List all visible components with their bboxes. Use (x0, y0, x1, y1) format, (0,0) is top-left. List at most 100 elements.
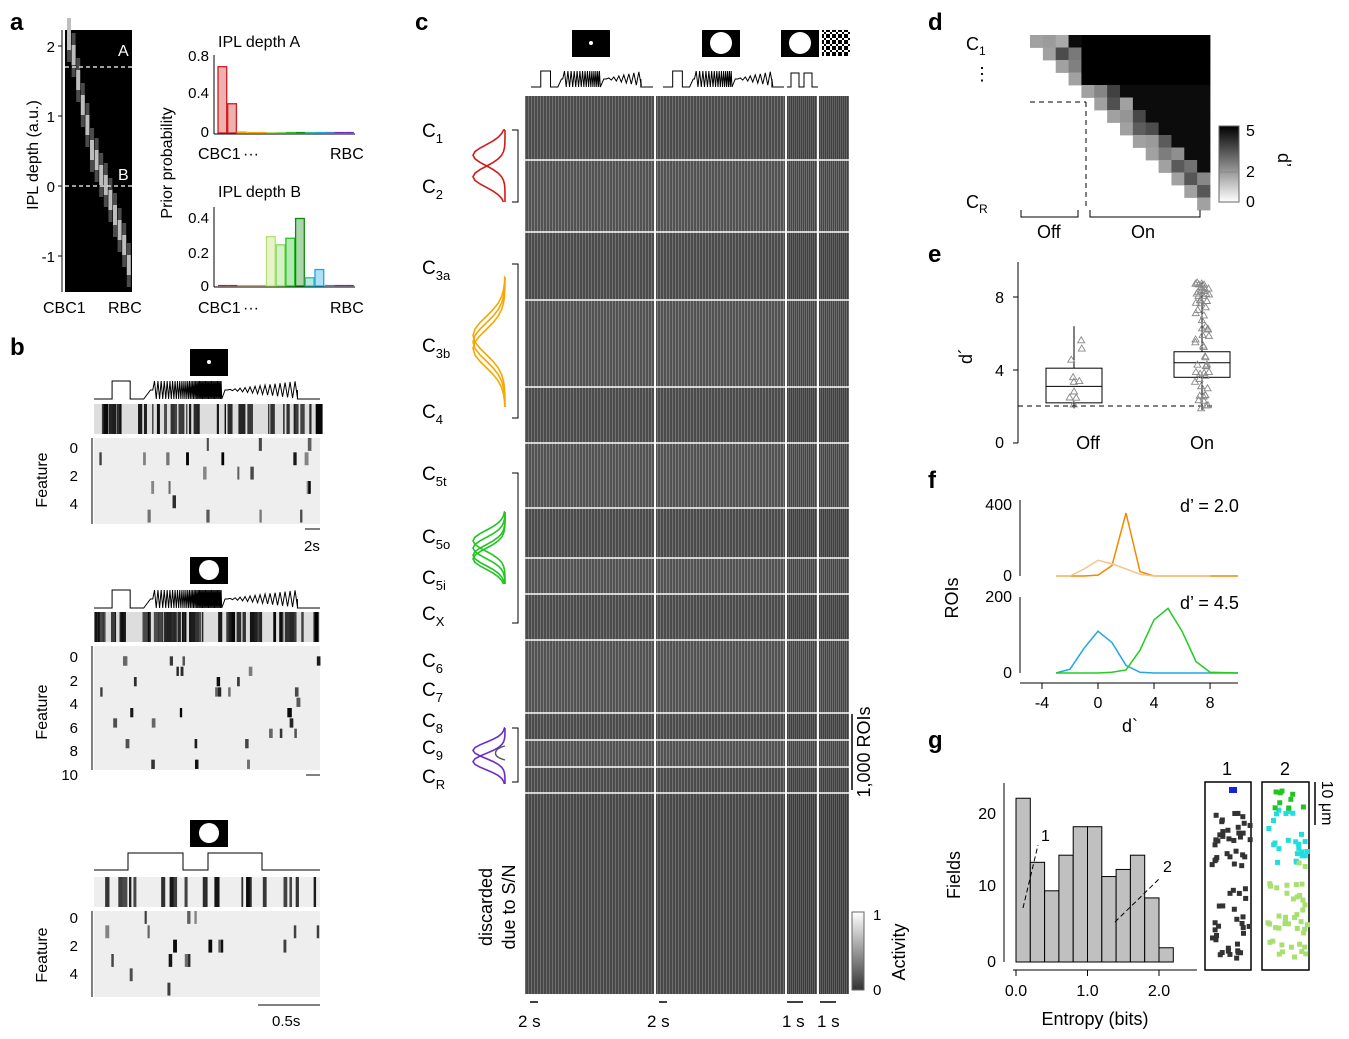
projection-bar (253, 612, 258, 642)
feature-mark (237, 677, 240, 687)
e-boxplots (1045, 278, 1231, 412)
cluster-block (525, 160, 849, 232)
ipl-heatmap-bands (67, 18, 131, 287)
feature-mark (306, 481, 309, 494)
roi-patch (1227, 951, 1233, 957)
panel-g: g Fields 20 10 0 0.0 1.0 2.0 Entropy (bits… (928, 727, 1335, 1029)
dprime-cell (1081, 47, 1095, 61)
roi-patch (1299, 881, 1305, 887)
roi-patch (1234, 916, 1240, 922)
dprime-cell (1184, 172, 1198, 186)
roi-patch (1303, 951, 1309, 957)
roi-patch (1276, 951, 1282, 957)
dprime-cell (1120, 97, 1134, 111)
panel-label-g: g (928, 727, 943, 754)
point-marker (1069, 387, 1079, 395)
time-scale-c-3: 1 s (782, 1012, 805, 1031)
box (1045, 367, 1103, 404)
d-dots: ⋮ (973, 64, 991, 84)
chirp-trace-c1 (531, 70, 653, 88)
point-marker (1203, 324, 1213, 332)
depth-curve (472, 727, 506, 785)
dprime-cell (1171, 35, 1185, 48)
cluster-bracket (512, 263, 519, 419)
roi-patch (1302, 926, 1308, 932)
dprime-cell (1145, 135, 1159, 148)
roi-patch (1271, 818, 1277, 824)
projection-bar (247, 404, 251, 434)
roi-patch (1276, 925, 1282, 931)
point-marker (1198, 330, 1207, 338)
dprime-cell (1145, 60, 1159, 73)
roi-patch (1242, 886, 1248, 892)
dprime-cell (1094, 97, 1108, 111)
dprime-cell (1107, 35, 1121, 48)
dprime-cell (1107, 60, 1121, 73)
roi-patch (1298, 919, 1304, 925)
step-trace-c3 (787, 72, 818, 88)
feature-mark (237, 466, 240, 480)
feature-heatmap-3 (94, 911, 320, 997)
feature-mark (194, 739, 198, 749)
projection-bar (120, 612, 124, 642)
point-marker (1075, 376, 1084, 385)
feature-mark (125, 739, 130, 749)
panel-d: d C1 ⋮ CR Off On 5 2 0 d’ (928, 9, 1294, 242)
dprime-cell (1197, 85, 1211, 98)
dprime-cell (1171, 60, 1185, 73)
dprime-cell (1158, 97, 1172, 111)
projection-bar (110, 612, 116, 642)
dprime-cell (1081, 60, 1095, 73)
chirp-stimulus-trace-1 (94, 380, 320, 400)
point-marker (1193, 360, 1202, 368)
roi-patch (1294, 851, 1300, 857)
g-scale-label: 10 μm (1318, 781, 1335, 826)
panel-b: b Feature 0 2 4 2s Feature 0 2 4 6 8 10 (10, 334, 323, 1030)
prior-bar (236, 131, 247, 134)
feature-2-tick-8: 8 (70, 743, 78, 760)
feature-mark (180, 666, 184, 676)
point-marker (1192, 278, 1202, 286)
f-xtick-label: 4 (1150, 695, 1159, 712)
feature-mark (316, 656, 321, 666)
histogram-bar (1115, 868, 1131, 963)
f-xtick-label: 0 (1094, 695, 1103, 712)
rois-scale-label: 1,000 ROIs (854, 706, 874, 797)
roi-patch (1279, 942, 1285, 948)
g-ylabel: Fields (944, 851, 964, 899)
projection-bar (174, 404, 178, 434)
prior-b-xdots: ··· (243, 300, 259, 317)
roi-patch (1220, 833, 1226, 839)
panel-label-d: d (928, 9, 943, 36)
projection-bar (287, 612, 291, 642)
feature-mark (287, 708, 291, 718)
roi-patch (1279, 949, 1285, 955)
histogram-bar (1072, 826, 1088, 963)
feature-mark (307, 438, 312, 451)
dprime-cell (1055, 60, 1069, 73)
point-marker (1199, 280, 1209, 288)
point-marker (1071, 393, 1081, 401)
feature-3-tick-4: 4 (70, 966, 78, 983)
cluster-block (525, 443, 849, 508)
prior-b-title: IPL depth B (218, 184, 301, 201)
roi-patch (1290, 810, 1296, 816)
d-cbar-tick-0: 0 (1246, 194, 1255, 211)
roi-patch (1216, 903, 1222, 909)
histogram-bar (1029, 861, 1046, 963)
ipl-depth-ylabel: IPL depth (a.u.) (25, 100, 42, 210)
dprime-cell (1197, 160, 1211, 173)
depth-curve (472, 276, 506, 408)
point-marker (1200, 390, 1210, 399)
feature-mark (144, 911, 147, 924)
feature-ylabel-1: Feature (34, 452, 51, 507)
cluster-block (525, 793, 849, 994)
projection-bar (300, 404, 305, 434)
g-ytick-20: 20 (978, 806, 996, 823)
feature-mark (289, 708, 292, 718)
projection-bar (224, 404, 226, 434)
feature-mark (221, 452, 225, 466)
ipl-band-core (80, 95, 85, 115)
g-ytick-10: 10 (978, 878, 996, 895)
d-off-label: Off (1037, 222, 1062, 242)
